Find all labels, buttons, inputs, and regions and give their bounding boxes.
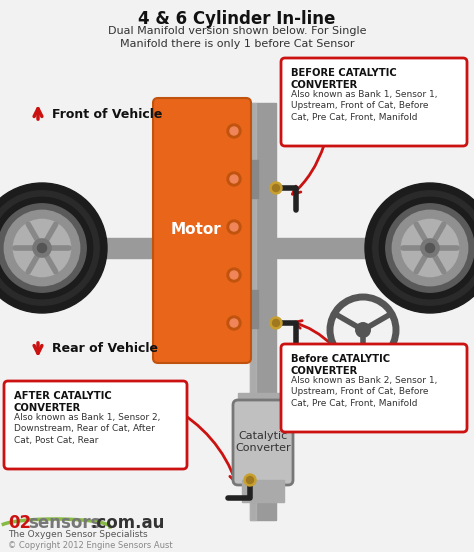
- Circle shape: [227, 268, 241, 282]
- FancyBboxPatch shape: [233, 400, 293, 485]
- Bar: [250, 103, 276, 520]
- Circle shape: [270, 182, 282, 194]
- Bar: [246, 165, 250, 193]
- Text: Catalytic
Converter: Catalytic Converter: [235, 431, 291, 453]
- Circle shape: [227, 124, 241, 138]
- Bar: [246, 295, 250, 323]
- Bar: [250, 103, 256, 520]
- Circle shape: [365, 183, 474, 313]
- Circle shape: [227, 316, 241, 330]
- Bar: [88, 238, 158, 258]
- Circle shape: [0, 191, 99, 305]
- Circle shape: [373, 191, 474, 305]
- Bar: [238, 393, 288, 407]
- Text: Before CATALYTIC
CONVERTER: Before CATALYTIC CONVERTER: [291, 354, 390, 376]
- Text: .com.au: .com.au: [90, 514, 164, 532]
- Circle shape: [0, 204, 86, 292]
- Circle shape: [13, 219, 71, 277]
- Circle shape: [421, 239, 439, 257]
- Text: Front of Vehicle: Front of Vehicle: [52, 109, 163, 121]
- Circle shape: [230, 223, 238, 231]
- Bar: [244, 160, 258, 198]
- Text: AFTER CATALYTIC
CONVERTER: AFTER CATALYTIC CONVERTER: [14, 391, 112, 413]
- Circle shape: [227, 172, 241, 186]
- Bar: [246, 165, 247, 193]
- Text: Rear of Vehicle: Rear of Vehicle: [52, 342, 158, 354]
- FancyBboxPatch shape: [281, 344, 467, 432]
- Circle shape: [230, 175, 238, 183]
- Circle shape: [273, 184, 280, 192]
- Circle shape: [230, 271, 238, 279]
- Text: © Copyright 2012 Engine Sensors Aust: © Copyright 2012 Engine Sensors Aust: [8, 541, 173, 550]
- Text: BEFORE CATALYTIC
CONVERTER: BEFORE CATALYTIC CONVERTER: [291, 68, 397, 91]
- Text: Also known as Bank 1, Sensor 2,
Downstream, Rear of Cat, After
Cat, Post Cat, Re: Also known as Bank 1, Sensor 2, Downstre…: [14, 413, 160, 445]
- Circle shape: [392, 210, 468, 286]
- Circle shape: [227, 220, 241, 234]
- Bar: [246, 295, 247, 323]
- Circle shape: [386, 204, 474, 292]
- FancyBboxPatch shape: [153, 98, 251, 363]
- Text: Motor: Motor: [171, 222, 221, 237]
- Text: 02: 02: [8, 514, 31, 532]
- Bar: [244, 290, 258, 328]
- Text: Dual Manifold version shown below. For Single
Manifold there is only 1 before Ca: Dual Manifold version shown below. For S…: [108, 26, 366, 49]
- Bar: [246, 238, 384, 258]
- Circle shape: [426, 243, 435, 253]
- Circle shape: [0, 197, 93, 299]
- Circle shape: [0, 183, 107, 313]
- Circle shape: [270, 317, 282, 329]
- Circle shape: [244, 474, 256, 486]
- Text: sensors: sensors: [28, 514, 100, 532]
- FancyBboxPatch shape: [281, 58, 467, 146]
- Circle shape: [401, 219, 459, 277]
- Circle shape: [273, 320, 280, 326]
- Circle shape: [356, 323, 370, 337]
- Text: Also known as Bank 2, Sensor 1,
Upstream, Front of Cat, Before
Cat, Pre Cat, Fro: Also known as Bank 2, Sensor 1, Upstream…: [291, 376, 438, 408]
- FancyBboxPatch shape: [4, 381, 187, 469]
- Text: Also known as Bank 1, Sensor 1,
Upstream, Front of Cat, Before
Cat, Pre Cat, Fro: Also known as Bank 1, Sensor 1, Upstream…: [291, 90, 438, 122]
- Circle shape: [33, 239, 51, 257]
- Text: 4 & 6 Cylinder In-line: 4 & 6 Cylinder In-line: [138, 10, 336, 28]
- Circle shape: [379, 197, 474, 299]
- Circle shape: [230, 319, 238, 327]
- Circle shape: [4, 210, 80, 286]
- Circle shape: [230, 127, 238, 135]
- Bar: [242, 480, 284, 502]
- Circle shape: [37, 243, 46, 253]
- Circle shape: [246, 476, 254, 484]
- Text: The Oxygen Sensor Specialists: The Oxygen Sensor Specialists: [8, 530, 147, 539]
